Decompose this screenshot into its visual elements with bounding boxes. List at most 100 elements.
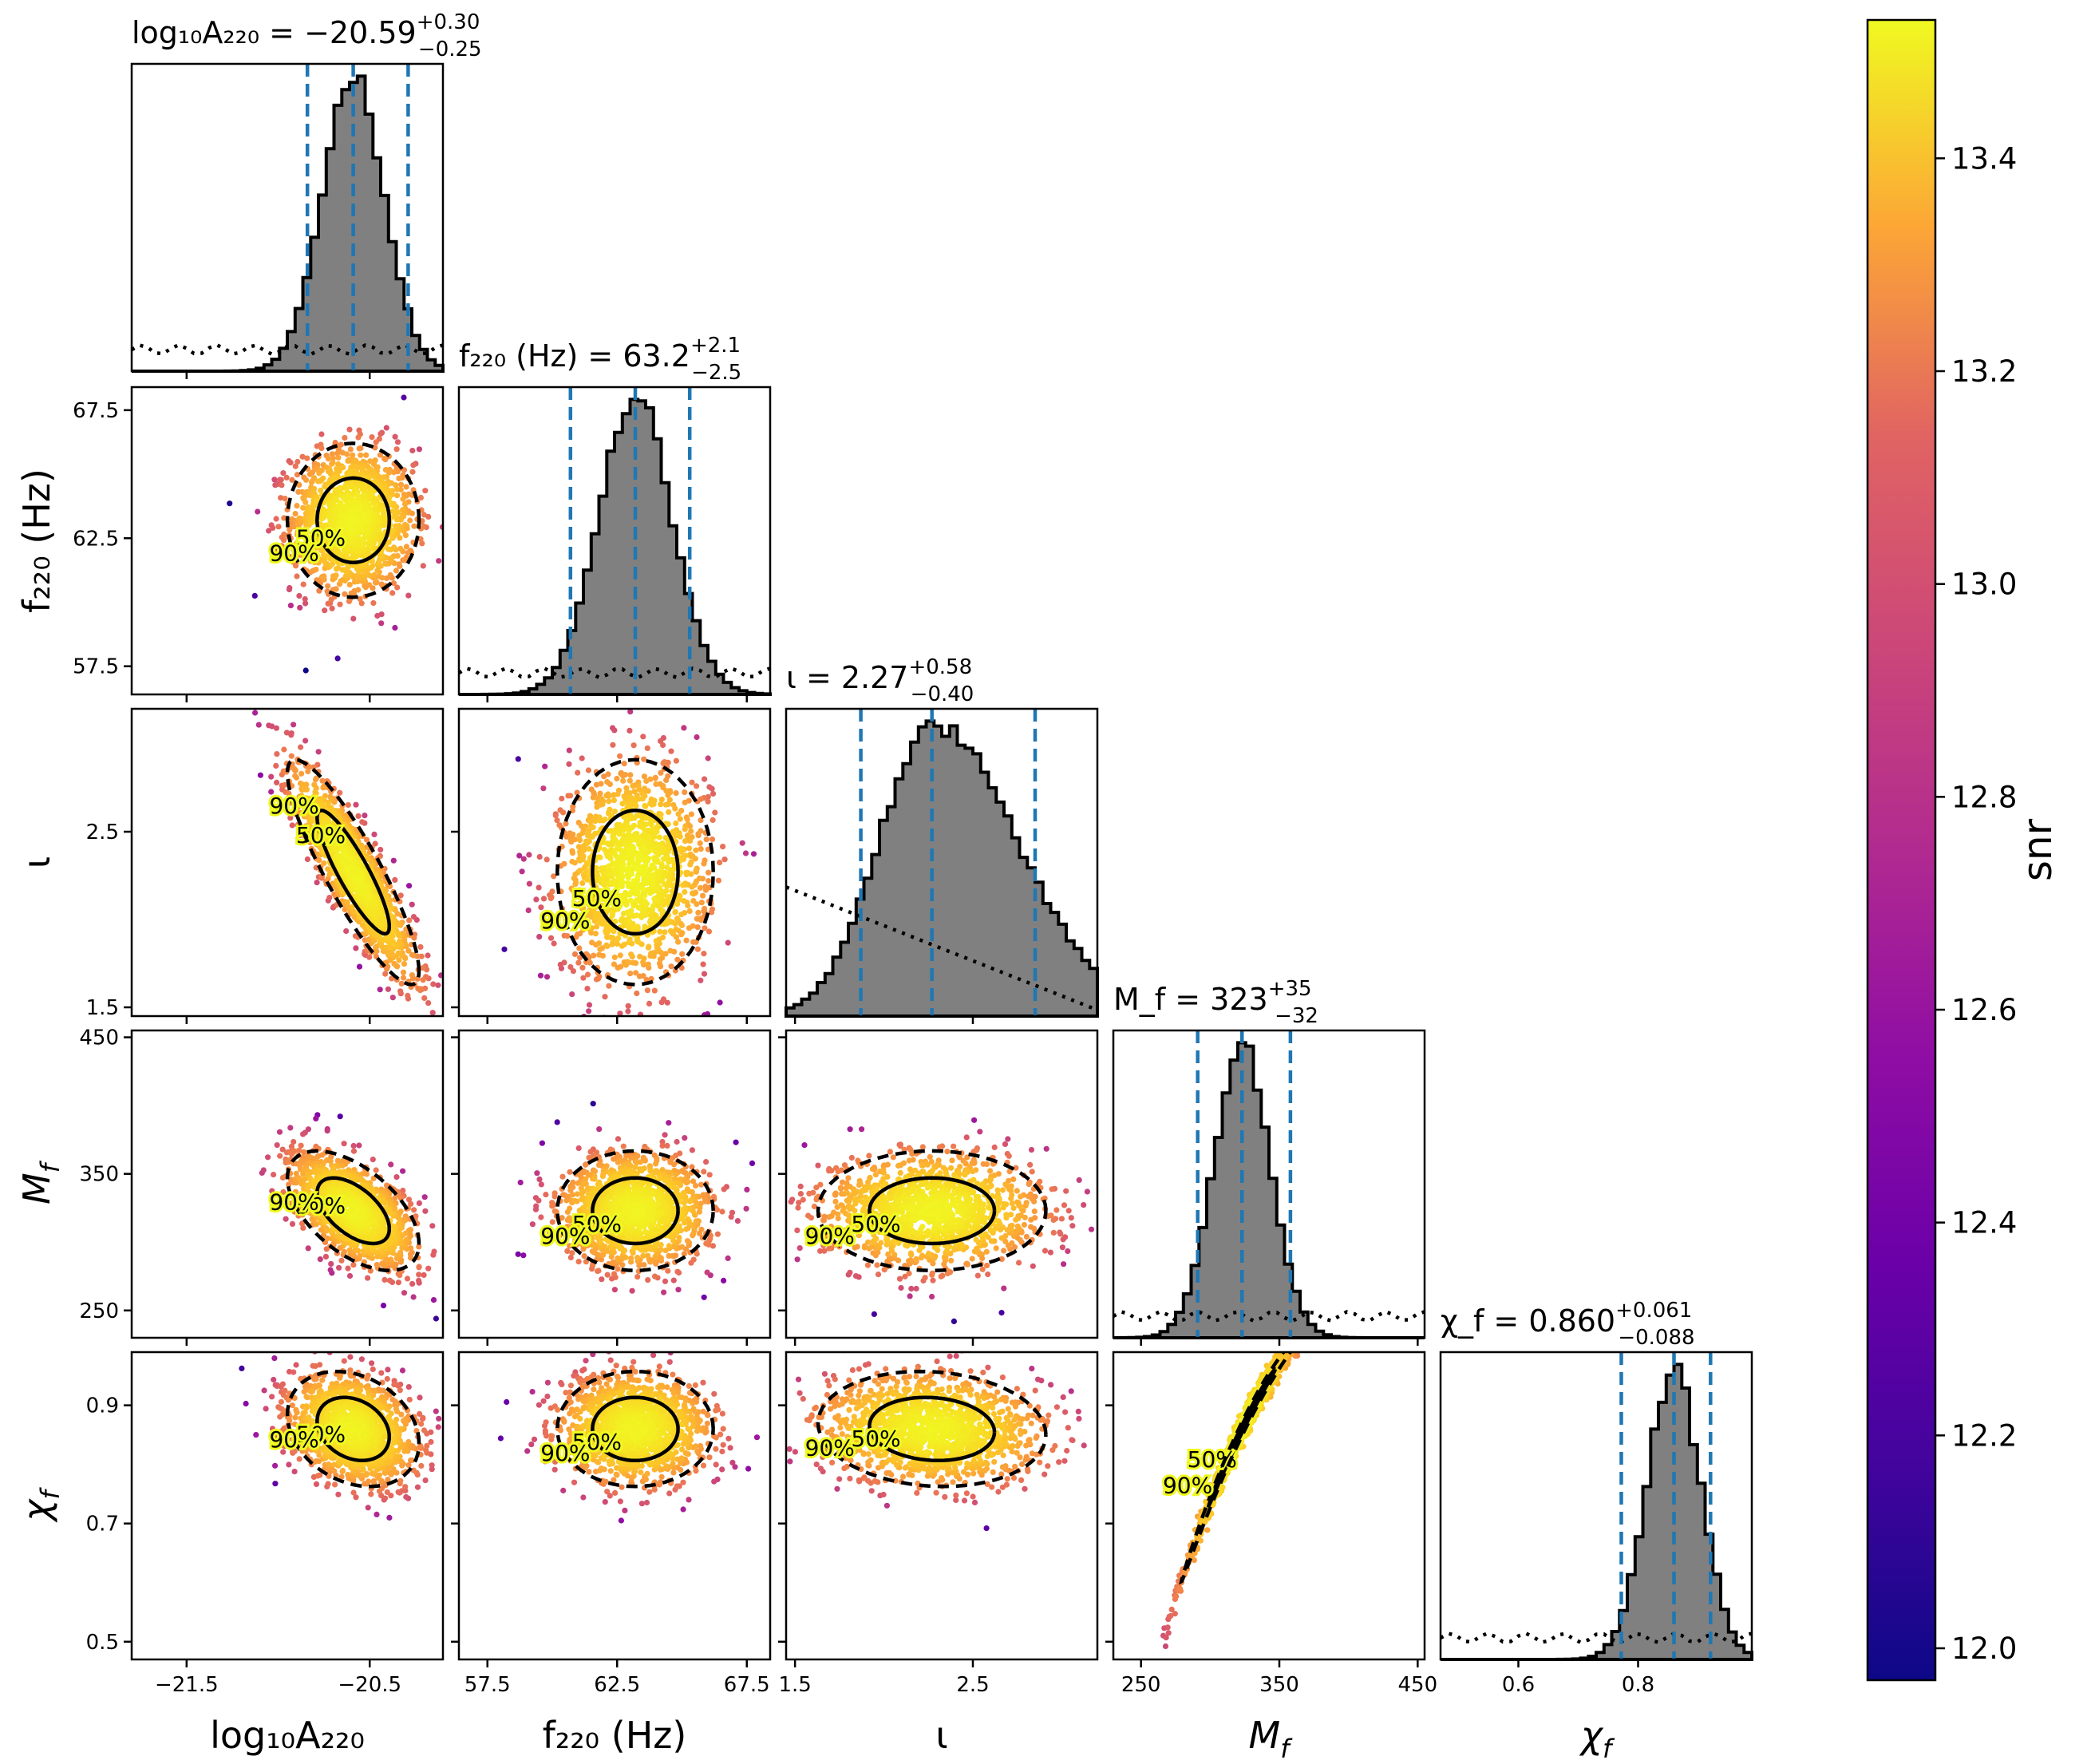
sample-point (383, 425, 389, 431)
contour-label: 50% (572, 885, 622, 912)
sample-point (382, 560, 389, 567)
sample-point (378, 581, 385, 587)
sample-point (630, 959, 636, 966)
sample-point (448, 1245, 453, 1251)
sample-point (610, 742, 616, 748)
sample-point (405, 947, 412, 954)
sample-point (257, 772, 263, 778)
sample-point (291, 1138, 297, 1145)
sample-point (411, 1207, 417, 1213)
sample-point (310, 764, 317, 770)
y-tick-label: 57.5 (73, 655, 119, 679)
sample-point (414, 975, 421, 982)
sample-point (625, 1008, 631, 1014)
sample-point (620, 773, 626, 779)
sample-point (374, 612, 381, 619)
sample-point (675, 939, 682, 945)
sample-point (346, 1173, 352, 1179)
sample-point (270, 524, 276, 532)
sample-point (385, 963, 391, 970)
sample-point (286, 790, 292, 797)
contour-50 (315, 476, 392, 565)
sample-point (400, 969, 407, 975)
sample-point (302, 1176, 309, 1182)
sample-point (606, 983, 612, 989)
sample-point (667, 927, 674, 934)
sample-point (397, 535, 403, 541)
sample-point (303, 533, 310, 540)
sample-point (570, 831, 576, 837)
sample-point (706, 869, 712, 876)
sample-point (667, 947, 674, 954)
sample-point (392, 1195, 398, 1201)
sample-point (386, 1277, 393, 1283)
sample-point (571, 837, 579, 843)
sample-point (300, 504, 306, 511)
sample-point (298, 793, 305, 799)
sample-point (644, 987, 651, 994)
y-tick-label: 2.5 (86, 821, 119, 844)
sample-point (690, 898, 697, 904)
sample-point (294, 540, 300, 546)
sample-point (377, 452, 383, 458)
sample-point (605, 896, 612, 903)
sample-point (700, 892, 706, 899)
sample-point (584, 971, 591, 978)
sample-point (526, 880, 533, 887)
sample-point (411, 523, 417, 529)
sample-point (372, 445, 378, 451)
sample-point (706, 928, 713, 935)
sample-point (344, 899, 350, 906)
sample-point (430, 1297, 437, 1303)
sample-point (629, 866, 636, 872)
sample-point (606, 798, 612, 805)
sample-point (365, 856, 371, 862)
sample-point (378, 620, 385, 627)
sample-point (579, 964, 586, 971)
sample-point (560, 809, 567, 816)
sample-point (350, 1262, 357, 1268)
sample-point (627, 709, 634, 715)
sample-point (617, 902, 623, 908)
sample-point (690, 890, 696, 896)
sample-point (652, 857, 658, 864)
sample-point (658, 697, 664, 702)
sample-point (602, 994, 608, 1000)
sample-point (269, 723, 275, 730)
sample-point (642, 803, 649, 809)
sample-point (682, 799, 688, 806)
sample-point (292, 1189, 299, 1195)
sample-point (318, 445, 325, 452)
sample-point (401, 491, 407, 498)
panel-frame (457, 386, 772, 696)
sample-point (572, 891, 579, 898)
sample-point (294, 458, 301, 465)
sample-point (357, 595, 363, 603)
sample-point (663, 777, 670, 784)
sample-point (300, 581, 306, 587)
sample-point (283, 730, 290, 736)
sample-point (363, 837, 370, 843)
sample-point (630, 742, 637, 749)
sample-point (389, 590, 396, 596)
sample-point (350, 1148, 358, 1154)
sample-point (303, 781, 310, 788)
sample-point (673, 790, 679, 797)
sample-point (341, 1248, 347, 1255)
sample-point (286, 1181, 292, 1188)
sample-point (674, 916, 681, 922)
sample-point (293, 774, 300, 781)
sample-point (690, 1024, 696, 1030)
sample-point (611, 727, 618, 734)
sample-point (680, 882, 686, 888)
sample-point (554, 817, 560, 824)
sample-point (408, 1200, 414, 1207)
sample-point (540, 896, 547, 902)
sample-point (292, 767, 298, 773)
histogram: ι = 2.27+0.58 −0.40 (785, 655, 1099, 1018)
sample-point (579, 755, 585, 761)
contour-label: 90% (269, 793, 318, 819)
sample-point (421, 512, 427, 518)
sample-point (293, 1161, 299, 1167)
sample-point (548, 894, 555, 900)
